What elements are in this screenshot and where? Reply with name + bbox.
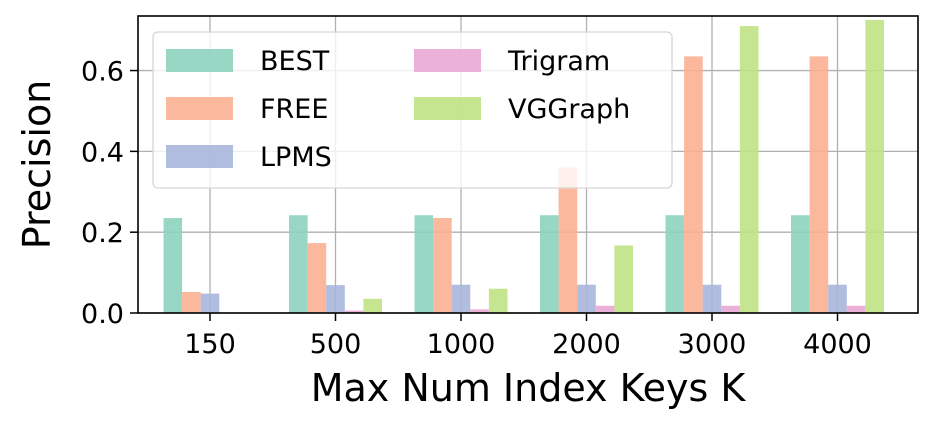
bar-trigram-1000 [470, 309, 489, 313]
legend: BEST FREE LPMS Trigram VGGraph [152, 31, 673, 189]
bar-free-1000 [433, 218, 452, 313]
bar-vggraph-2000 [614, 245, 633, 313]
bar-trigram-3000 [721, 305, 740, 313]
bar-free-4000 [809, 56, 829, 313]
bar-lpms-500 [326, 285, 345, 313]
bar-best-150 [163, 218, 183, 313]
bar-lpms-3000 [702, 284, 722, 313]
x-tick-label: 500 [310, 329, 362, 360]
bar-trigram-4000 [846, 305, 866, 313]
legend-label-lpms: LPMS [260, 142, 332, 173]
legend-swatch-best [166, 49, 233, 72]
bar-lpms-1000 [451, 284, 471, 313]
legend-label-best: BEST [260, 46, 330, 77]
y-tick-label: 0.2 [81, 218, 124, 249]
x-axis-ticks: 150 500 1000 2000 3000 4000 [184, 313, 872, 360]
bar-vggraph-500 [363, 298, 382, 313]
bar-best-1000 [414, 215, 434, 313]
legend-swatch-lpms [166, 145, 233, 168]
x-tick-label: 4000 [803, 329, 872, 360]
bar-vggraph-4000 [865, 20, 884, 314]
bar-free-3000 [684, 56, 703, 313]
plot-frame [137, 15, 919, 314]
y-axis-title: Precision [15, 80, 59, 250]
legend-label-vggraph: VGGraph [508, 94, 630, 125]
bar-best-4000 [791, 215, 810, 313]
legend-box [152, 31, 673, 189]
legend-label-trigram: Trigram [507, 46, 610, 77]
bar-free-500 [307, 243, 327, 313]
x-tick-label: 3000 [678, 329, 747, 360]
y-tick-label: 0.0 [81, 299, 124, 330]
bar-lpms-2000 [577, 284, 596, 313]
bar-vggraph-1000 [488, 288, 508, 313]
y-tick-label: 0.6 [81, 57, 124, 88]
bar-trigram-2000 [595, 305, 615, 313]
bar-lpms-4000 [828, 284, 847, 313]
legend-swatch-vggraph [414, 97, 481, 120]
y-axis-ticks: 0.0 0.2 0.4 0.6 [81, 57, 138, 330]
bar-best-2000 [540, 215, 559, 313]
legend-label-free: FREE [260, 94, 328, 125]
x-tick-label: 2000 [552, 329, 621, 360]
bar-best-3000 [665, 215, 685, 313]
x-tick-label: 150 [184, 329, 236, 360]
bars [163, 20, 884, 314]
bar-free-150 [182, 291, 201, 313]
y-tick-label: 0.4 [81, 137, 124, 168]
bar-best-500 [289, 215, 308, 313]
x-tick-label: 1000 [427, 329, 496, 360]
x-axis-title: Max Num Index Keys K [311, 366, 747, 410]
legend-swatch-free [166, 97, 233, 120]
bar-trigram-500 [344, 310, 364, 313]
bar-lpms-150 [200, 293, 220, 313]
legend-swatch-trigram [414, 49, 481, 72]
bar-vggraph-3000 [739, 26, 759, 313]
bar-free-2000 [558, 167, 578, 313]
